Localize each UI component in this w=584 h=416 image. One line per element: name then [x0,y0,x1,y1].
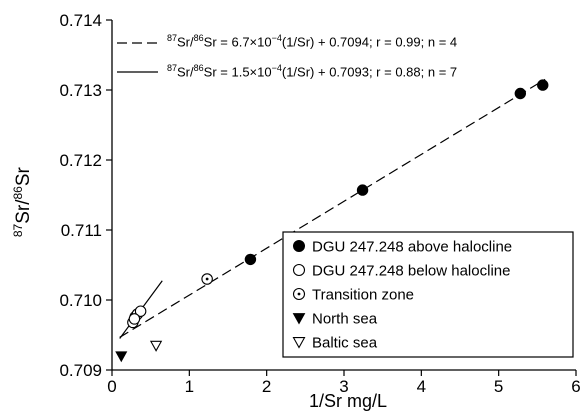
x-tick-label: 6 [571,377,580,396]
legend-label: Transition zone [312,287,414,304]
x-axis-label: 1/Sr mg/L [308,391,388,411]
data-point [149,340,163,352]
data-point [514,87,527,100]
legend-marker-dot [297,292,301,296]
y-tick-label: 0.711 [61,221,102,240]
data-points [115,79,549,363]
fit-line-dashed [119,78,546,338]
y-tick-label: 0.709 [59,361,102,380]
data-point [356,184,369,196]
y-tick-label: 0.710 [59,291,102,310]
y-axis-label: 87Sr/86Sr [10,167,35,238]
x-ticks: 0 1 2 3 4 5 6 [107,370,581,396]
x-tick-label: 4 [417,377,426,396]
data-point [244,253,257,266]
legend-label: North sea [312,311,378,328]
y-tick-label: 0.714 [59,11,102,30]
fit-equation-dashed: 87Sr/86Sr = 6.7×10−4(1/Sr) + 0.7094; r =… [167,33,458,50]
legend-box [282,231,574,358]
x-axis-label-wrap: 1/Sr mg/L [0,391,584,412]
data-point [128,313,141,325]
data-point [537,79,549,91]
y-tick-label: 0.712 [59,151,102,170]
equation-line-samples [117,42,158,73]
x-tick-label: 3 [339,377,348,396]
y-ticks: 0.709 0.710 0.711 0.712 0.713 0.714 [59,11,112,380]
legend-label: Baltic sea [312,335,378,352]
legend-marker [292,337,306,349]
y-tick-label: 0.713 [59,81,102,100]
x-tick-label: 5 [494,377,503,396]
legend-label: DGU 247.248 above halocline [312,239,512,256]
legend-marker [292,263,306,277]
legend: DGU 247.248 above halocline DGU 247.248 b… [282,231,574,358]
legend-marker [292,287,306,301]
legend-marker [293,240,305,252]
legend-marker [292,313,306,325]
data-point [115,351,128,363]
data-point-dot [205,277,209,281]
x-tick-label: 1 [185,377,194,396]
legend-label: DGU 247.248 below halocline [312,263,510,280]
data-point [201,273,213,285]
fit-equation-solid: 87Sr/86Sr = 1.5×10−4(1/Sr) + 0.7093; r =… [167,63,458,80]
x-tick-label: 2 [262,377,271,396]
data-point [134,305,147,317]
x-tick-label: 0 [107,377,116,396]
